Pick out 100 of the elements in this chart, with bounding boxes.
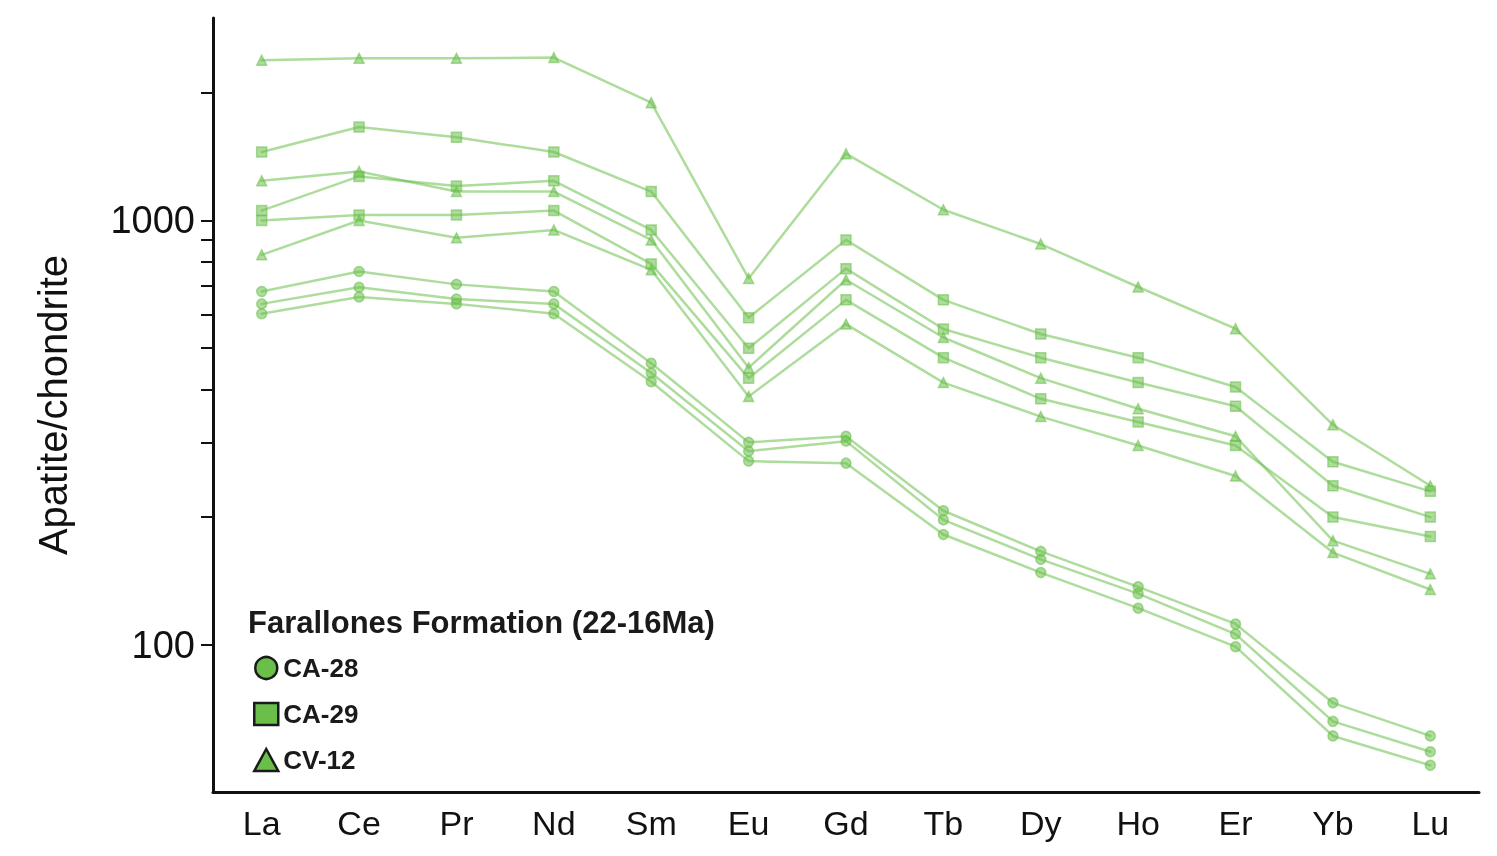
- point: [1229, 618, 1242, 630]
- point: [1424, 583, 1437, 596]
- point: [840, 435, 852, 447]
- point: [645, 258, 657, 270]
- point: [742, 342, 755, 354]
- point: [353, 165, 365, 178]
- point: [255, 285, 268, 298]
- point: [255, 307, 268, 320]
- point: [937, 351, 950, 364]
- point: [1035, 410, 1047, 423]
- point: [353, 209, 365, 221]
- point: [353, 121, 365, 133]
- point: [548, 185, 560, 198]
- x-tick-label: Lu: [1411, 804, 1450, 842]
- x-tick-label: Ce: [337, 804, 381, 842]
- x-tick-label: Pr: [439, 804, 474, 842]
- point: [742, 390, 755, 403]
- legend-label: CA-28: [283, 653, 359, 683]
- point: [1424, 511, 1437, 523]
- point: [1229, 470, 1242, 482]
- point: [1132, 376, 1144, 389]
- y-tick-label: 1000: [110, 199, 195, 242]
- x-tick-label: Yb: [1312, 804, 1354, 842]
- point: [450, 278, 463, 291]
- point: [840, 457, 852, 469]
- point: [548, 204, 560, 217]
- x-tick-label: Tb: [923, 804, 964, 842]
- x-tick-label: La: [242, 804, 281, 842]
- point: [1035, 553, 1047, 566]
- point: [255, 249, 268, 261]
- point: [450, 232, 463, 244]
- point: [1327, 715, 1339, 728]
- point: [353, 214, 365, 227]
- point: [1035, 328, 1047, 340]
- point: [1327, 511, 1339, 523]
- point: [548, 146, 560, 158]
- point: [1132, 281, 1144, 293]
- x-tick-label: Dy: [1019, 804, 1062, 842]
- x-tick-label: Gd: [823, 804, 869, 842]
- point: [1229, 322, 1242, 335]
- point: [937, 514, 950, 526]
- point: [937, 376, 950, 389]
- point: [645, 185, 657, 198]
- legend-title: Farallones Formation (22-16Ma): [248, 605, 715, 640]
- x-tick-label: Nd: [532, 804, 576, 842]
- point: [645, 375, 657, 388]
- point: [548, 51, 560, 64]
- point: [840, 294, 852, 306]
- point: [450, 52, 463, 65]
- point: [1132, 403, 1144, 415]
- point: [353, 291, 365, 303]
- point: [255, 146, 268, 158]
- point: [1229, 640, 1242, 653]
- point: [1327, 697, 1339, 709]
- point: [840, 147, 852, 160]
- point: [1327, 546, 1339, 559]
- point: [840, 234, 852, 246]
- point: [450, 185, 463, 198]
- point: [742, 372, 755, 384]
- x-tick-label: Ho: [1116, 804, 1160, 842]
- point: [1424, 530, 1437, 543]
- legend-label: CA-29: [283, 699, 359, 729]
- point: [450, 298, 463, 310]
- point: [1132, 416, 1144, 428]
- point: [255, 175, 268, 187]
- point: [1424, 730, 1437, 742]
- point: [840, 262, 852, 275]
- point: [840, 273, 852, 286]
- point: [1327, 534, 1339, 547]
- x-tick-label: Sm: [625, 804, 677, 842]
- point: [353, 52, 365, 65]
- point: [1229, 430, 1242, 443]
- point: [937, 294, 950, 306]
- point: [840, 318, 852, 330]
- point: [548, 224, 560, 236]
- point: [1327, 730, 1339, 742]
- y-axis-title: Apatite/chondrite: [31, 254, 75, 556]
- point: [548, 285, 560, 298]
- x-tick-label: Eu: [727, 804, 770, 842]
- point: [1327, 419, 1339, 431]
- point: [645, 357, 657, 369]
- point: [1035, 372, 1047, 384]
- point: [1229, 628, 1242, 640]
- point: [1327, 456, 1339, 468]
- point: [1035, 393, 1047, 405]
- point: [1132, 439, 1144, 452]
- point: [1424, 480, 1437, 492]
- point: [742, 272, 755, 285]
- point: [937, 331, 950, 344]
- point: [450, 209, 463, 221]
- point: [1132, 602, 1144, 614]
- point: [645, 224, 657, 236]
- point: [450, 131, 463, 144]
- point: [1229, 381, 1242, 393]
- point: [1035, 238, 1047, 250]
- point: [742, 311, 755, 324]
- legend-label: CV-12: [283, 745, 356, 775]
- point: [937, 528, 950, 541]
- point: [937, 323, 950, 335]
- point: [255, 298, 268, 310]
